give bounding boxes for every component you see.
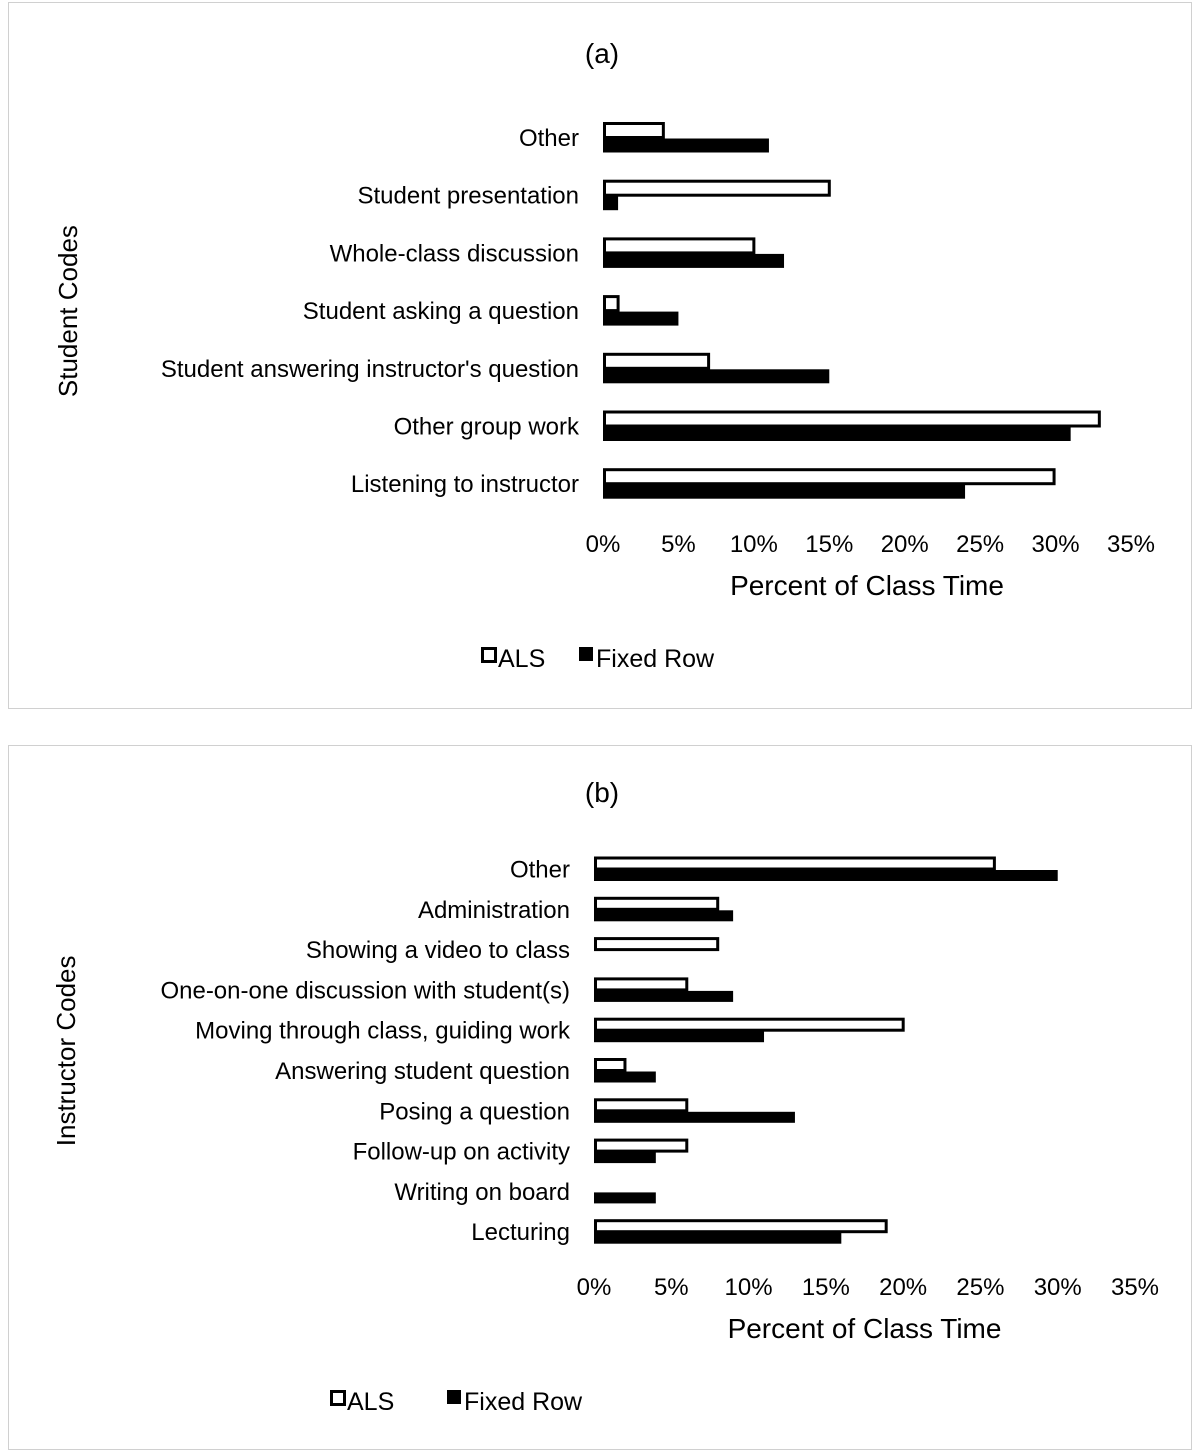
y-axis-label: Instructor Codes xyxy=(51,955,81,1146)
x-tick-label: 10% xyxy=(730,531,778,558)
x-tick-label: 5% xyxy=(661,531,696,558)
bar-fixed-row xyxy=(594,1192,656,1204)
category-label: Student asking a question xyxy=(303,298,579,325)
bar-fixed-row xyxy=(594,990,734,1002)
bar-als xyxy=(603,237,756,255)
x-axis-label: Percent of Class Time xyxy=(728,1313,1002,1344)
legend-swatch-fixed-row xyxy=(579,647,593,661)
category-label: Writing on board xyxy=(394,1179,570,1206)
category-label: Listening to instructor xyxy=(351,471,579,498)
bar-als xyxy=(594,1138,689,1153)
category-label: Other group work xyxy=(394,414,580,441)
bar-als xyxy=(603,352,711,370)
x-tick-label: 5% xyxy=(654,1274,689,1301)
bar-als xyxy=(594,1058,627,1072)
x-tick-label: 20% xyxy=(881,531,929,558)
bar-fixed-row xyxy=(594,1031,765,1043)
bar-fixed-row xyxy=(603,138,769,153)
x-tick-label: 30% xyxy=(1032,531,1080,558)
x-tick-label: 10% xyxy=(725,1274,773,1301)
bar-als xyxy=(603,410,1101,428)
category-label: Posing a question xyxy=(379,1098,570,1125)
chart-a-svg: (a) Student Codes Other Student presentatio… xyxy=(53,38,1155,673)
x-tick-label: 0% xyxy=(586,531,621,558)
category-label: Showing a video to class xyxy=(306,937,570,964)
legend-swatch-fixed-row xyxy=(447,1390,461,1404)
chart-panel-a: (a) Student Codes Other Student presentatio… xyxy=(8,2,1192,709)
x-tick-label: 35% xyxy=(1111,1274,1159,1301)
bar-fixed-row xyxy=(594,1071,656,1083)
category-label: Whole-class discussion xyxy=(330,240,579,267)
bar-als xyxy=(603,468,1056,486)
x-tick-label: 15% xyxy=(802,1274,850,1301)
legend-swatch-als xyxy=(330,1390,346,1406)
x-tick-label: 20% xyxy=(879,1274,927,1301)
category-label: One-on-one discussion with student(s) xyxy=(160,977,570,1004)
x-tick-label: 30% xyxy=(1034,1274,1082,1301)
category-label: Administration xyxy=(418,897,570,924)
category-label: Other xyxy=(519,125,579,152)
bar-als xyxy=(594,1219,888,1234)
legend-label-als: ALS xyxy=(347,1388,394,1416)
chart-title: (b) xyxy=(585,777,619,808)
bar-als xyxy=(594,856,996,871)
bar-als xyxy=(603,122,665,139)
y-axis-label: Student Codes xyxy=(53,225,83,397)
bar-fixed-row xyxy=(603,369,830,384)
bar-fixed-row xyxy=(594,870,1058,881)
x-tick-label: 25% xyxy=(956,1274,1004,1301)
bar-fixed-row xyxy=(603,196,619,211)
bar-fixed-row xyxy=(603,311,679,326)
legend-label-fixed-row: Fixed Row xyxy=(596,645,715,673)
bar-als xyxy=(594,977,689,992)
chart-b-svg: (b) Instructor Codes Other Administration Sh… xyxy=(51,777,1159,1416)
x-tick-label: 15% xyxy=(805,531,853,558)
chart-panel-b: (b) Instructor Codes Other Administration Sh… xyxy=(8,745,1192,1450)
bar-als xyxy=(603,179,831,197)
category-label: Other xyxy=(510,857,570,884)
bar-als xyxy=(594,1017,905,1032)
bar-als xyxy=(594,937,720,952)
bar-als xyxy=(603,295,620,313)
x-axis-label: Percent of Class Time xyxy=(730,570,1004,601)
bar-fixed-row xyxy=(603,484,966,499)
bar-als xyxy=(594,896,720,911)
bar-als xyxy=(594,1098,689,1113)
bar-fixed-row xyxy=(594,1232,842,1244)
legend-label-fixed-row: Fixed Row xyxy=(464,1388,583,1416)
bar-fixed-row xyxy=(603,253,785,268)
x-tick-label: 25% xyxy=(956,531,1004,558)
category-label: Moving through class, guiding work xyxy=(195,1018,571,1045)
category-label: Lecturing xyxy=(471,1219,570,1246)
bar-fixed-row xyxy=(603,427,1071,441)
chart-title: (a) xyxy=(585,38,619,69)
x-tick-label: 0% xyxy=(577,1274,612,1301)
bar-fixed-row xyxy=(594,1152,656,1164)
bar-fixed-row xyxy=(594,910,734,922)
x-tick-label: 35% xyxy=(1107,531,1155,558)
legend-swatch-als xyxy=(481,647,497,663)
category-label: Follow-up on activity xyxy=(353,1139,570,1166)
bar-fixed-row xyxy=(594,1111,795,1123)
category-label: Answering student question xyxy=(275,1058,570,1085)
category-label: Student presentation xyxy=(358,183,580,210)
legend-label-als: ALS xyxy=(498,645,545,673)
category-label: Student answering instructor's question xyxy=(161,356,579,383)
